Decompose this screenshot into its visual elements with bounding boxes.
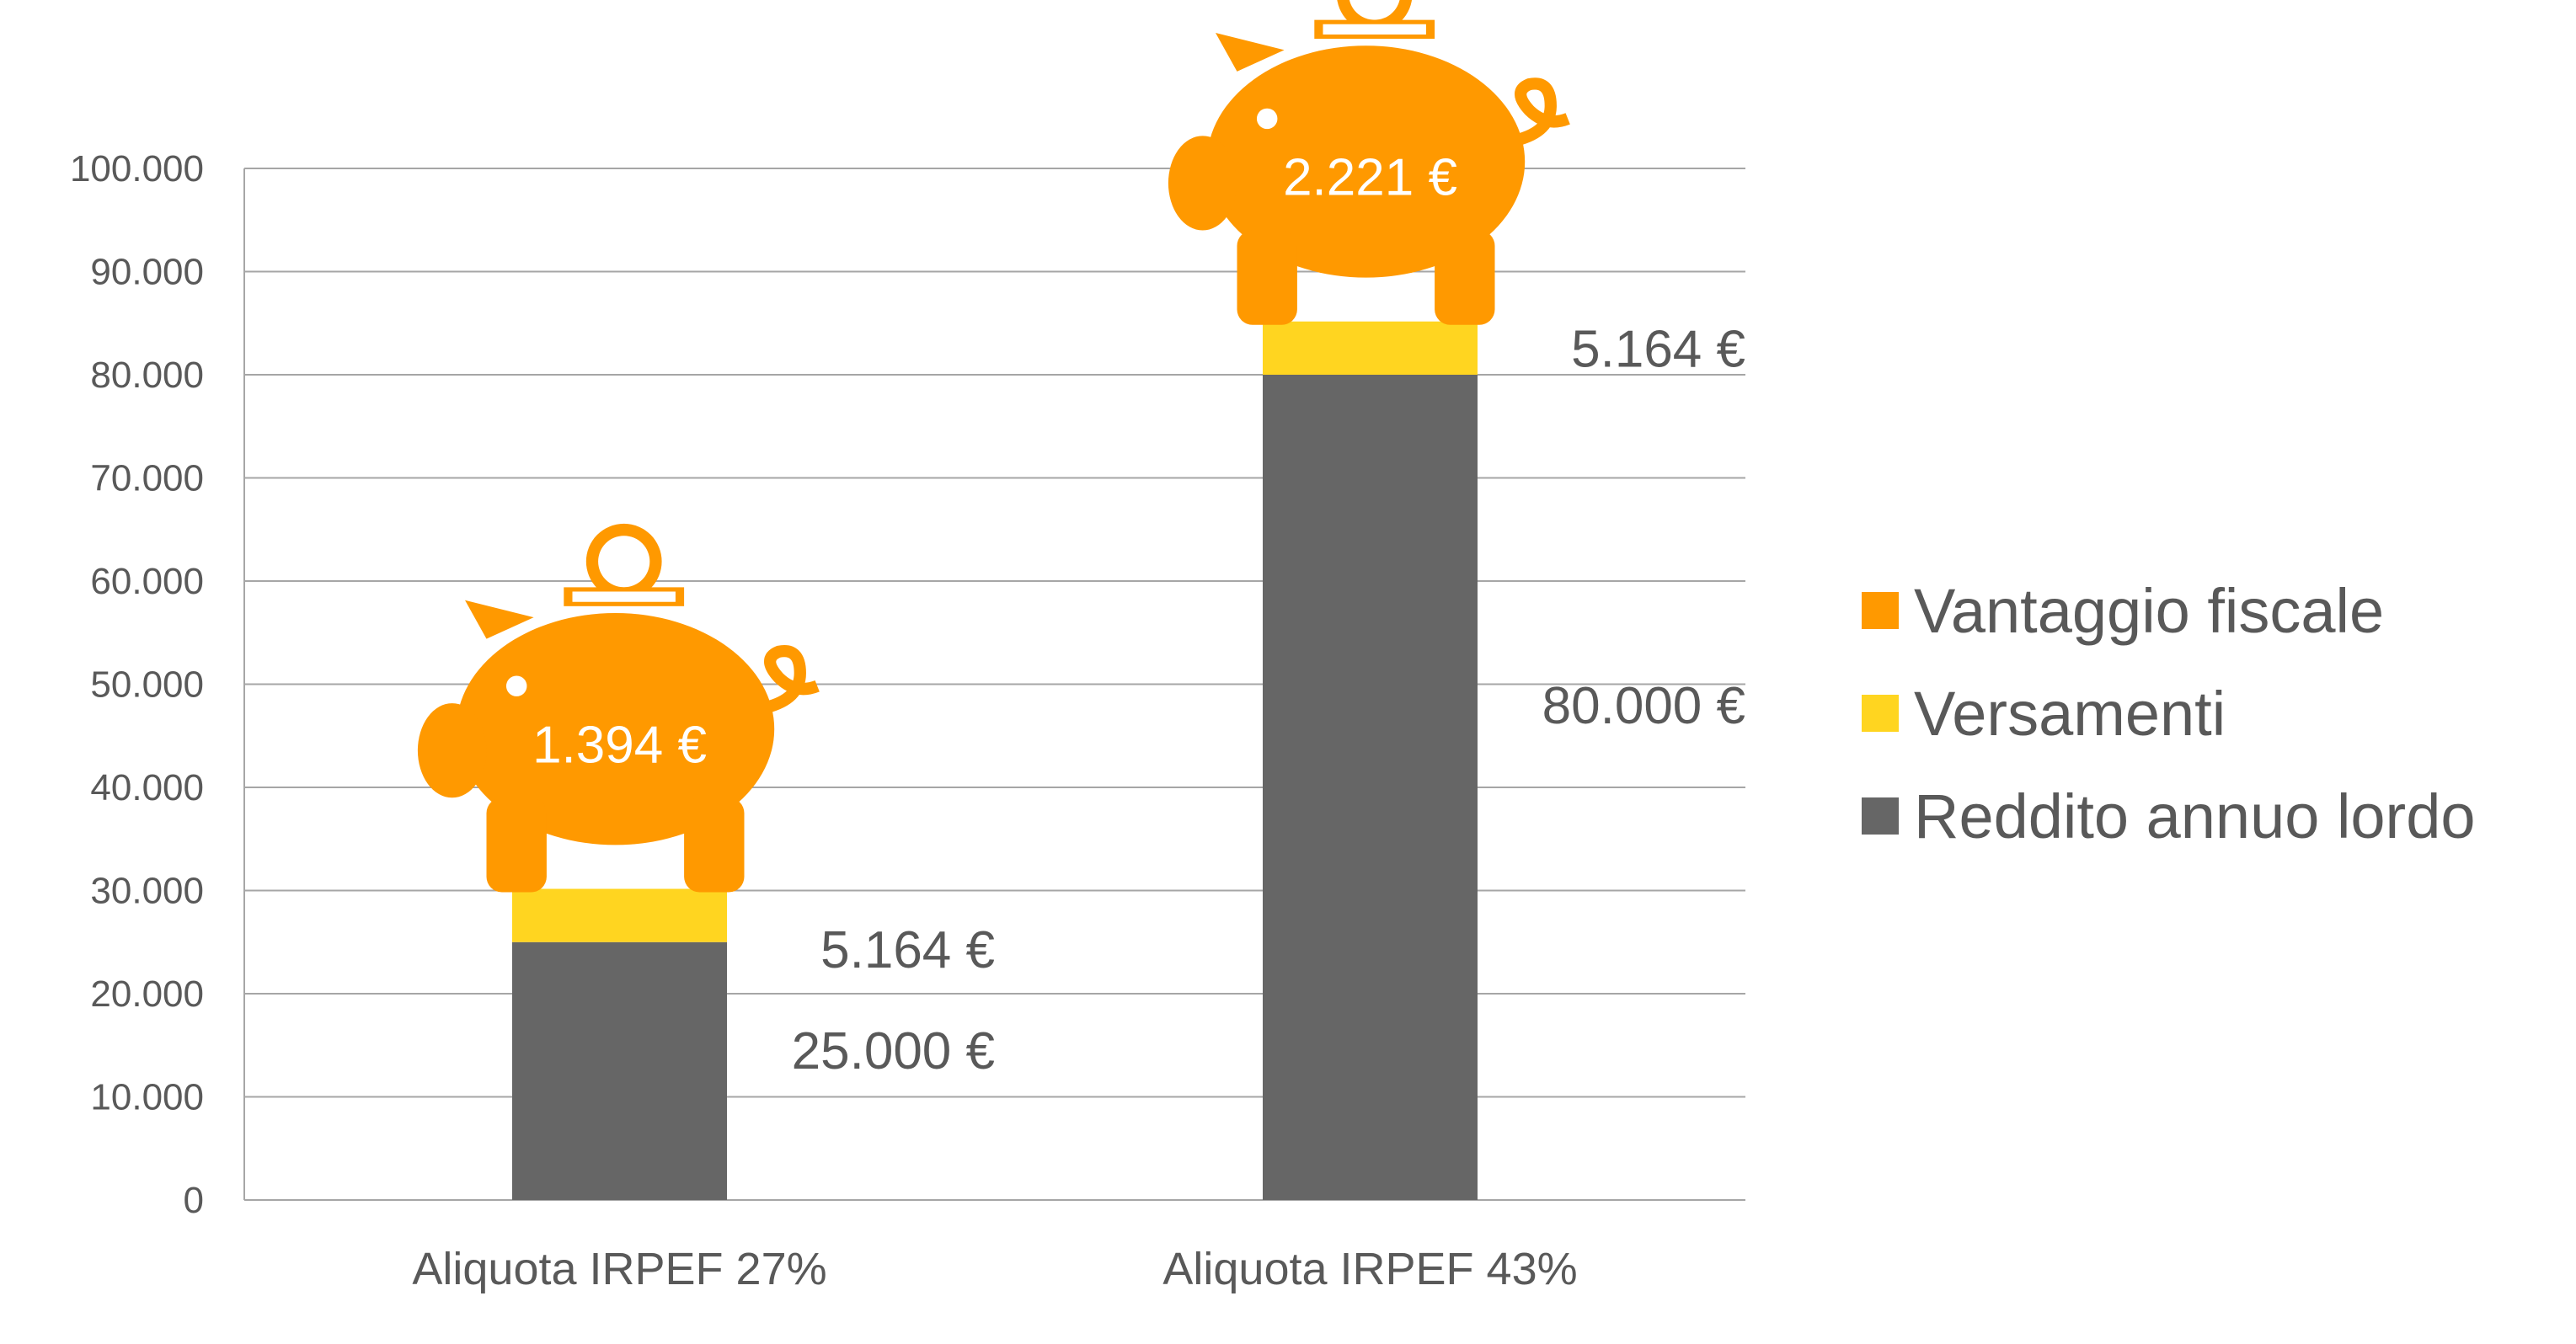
bar-reddito [512, 941, 727, 1200]
bars [418, 0, 1568, 1200]
piggy-bank-icon [418, 524, 817, 893]
bar-reddito [1263, 375, 1478, 1200]
y-tick-label: 10.000 [90, 1077, 204, 1118]
legend-label: Vantaggio fiscale [1914, 576, 2384, 646]
y-tick-label: 90.000 [90, 252, 204, 293]
x-category-label: Aliquota IRPEF 27% [412, 1244, 826, 1294]
legend-swatch [1862, 695, 1899, 732]
bar-versamenti [1263, 321, 1478, 375]
data-labels: 1.394 € 5.164 € 25.000 € 2.221 € 5.164 € 80.0… [532, 149, 1745, 1080]
label-vantaggio: 1.394 € [532, 716, 707, 774]
y-tick-label: 80.000 [90, 355, 204, 396]
label-vantaggio: 2.221 € [1283, 149, 1457, 207]
legend-label: Versamenti [1914, 679, 2226, 749]
y-axis: 0 10.000 20.000 30.000 40.000 50.000 60.000 70.… [70, 148, 1745, 1221]
label-reddito: 80.000 € [1542, 677, 1745, 735]
y-tick-label: 20.000 [90, 973, 204, 1015]
y-tick-label: 0 [184, 1180, 204, 1221]
label-reddito: 25.000 € [792, 1022, 995, 1080]
label-versamenti: 5.164 € [1571, 320, 1745, 378]
y-tick-label: 30.000 [90, 871, 204, 912]
y-tick-label: 40.000 [90, 767, 204, 808]
x-category-label: Aliquota IRPEF 43% [1162, 1244, 1577, 1294]
y-tick-label: 60.000 [90, 561, 204, 602]
legend: Vantaggio fiscale Versamenti Reddito annuo… [1862, 576, 2476, 851]
label-versamenti: 5.164 € [820, 921, 995, 979]
bar-versamenti [512, 888, 727, 942]
y-tick-label: 50.000 [90, 664, 204, 706]
legend-swatch [1862, 797, 1899, 835]
legend-swatch [1862, 592, 1899, 629]
y-tick-label: 70.000 [90, 458, 204, 499]
legend-label: Reddito annuo lordo [1914, 781, 2476, 851]
y-tick-label: 100.000 [70, 148, 204, 189]
x-axis: Aliquota IRPEF 27% Aliquota IRPEF 43% [412, 1244, 1577, 1294]
